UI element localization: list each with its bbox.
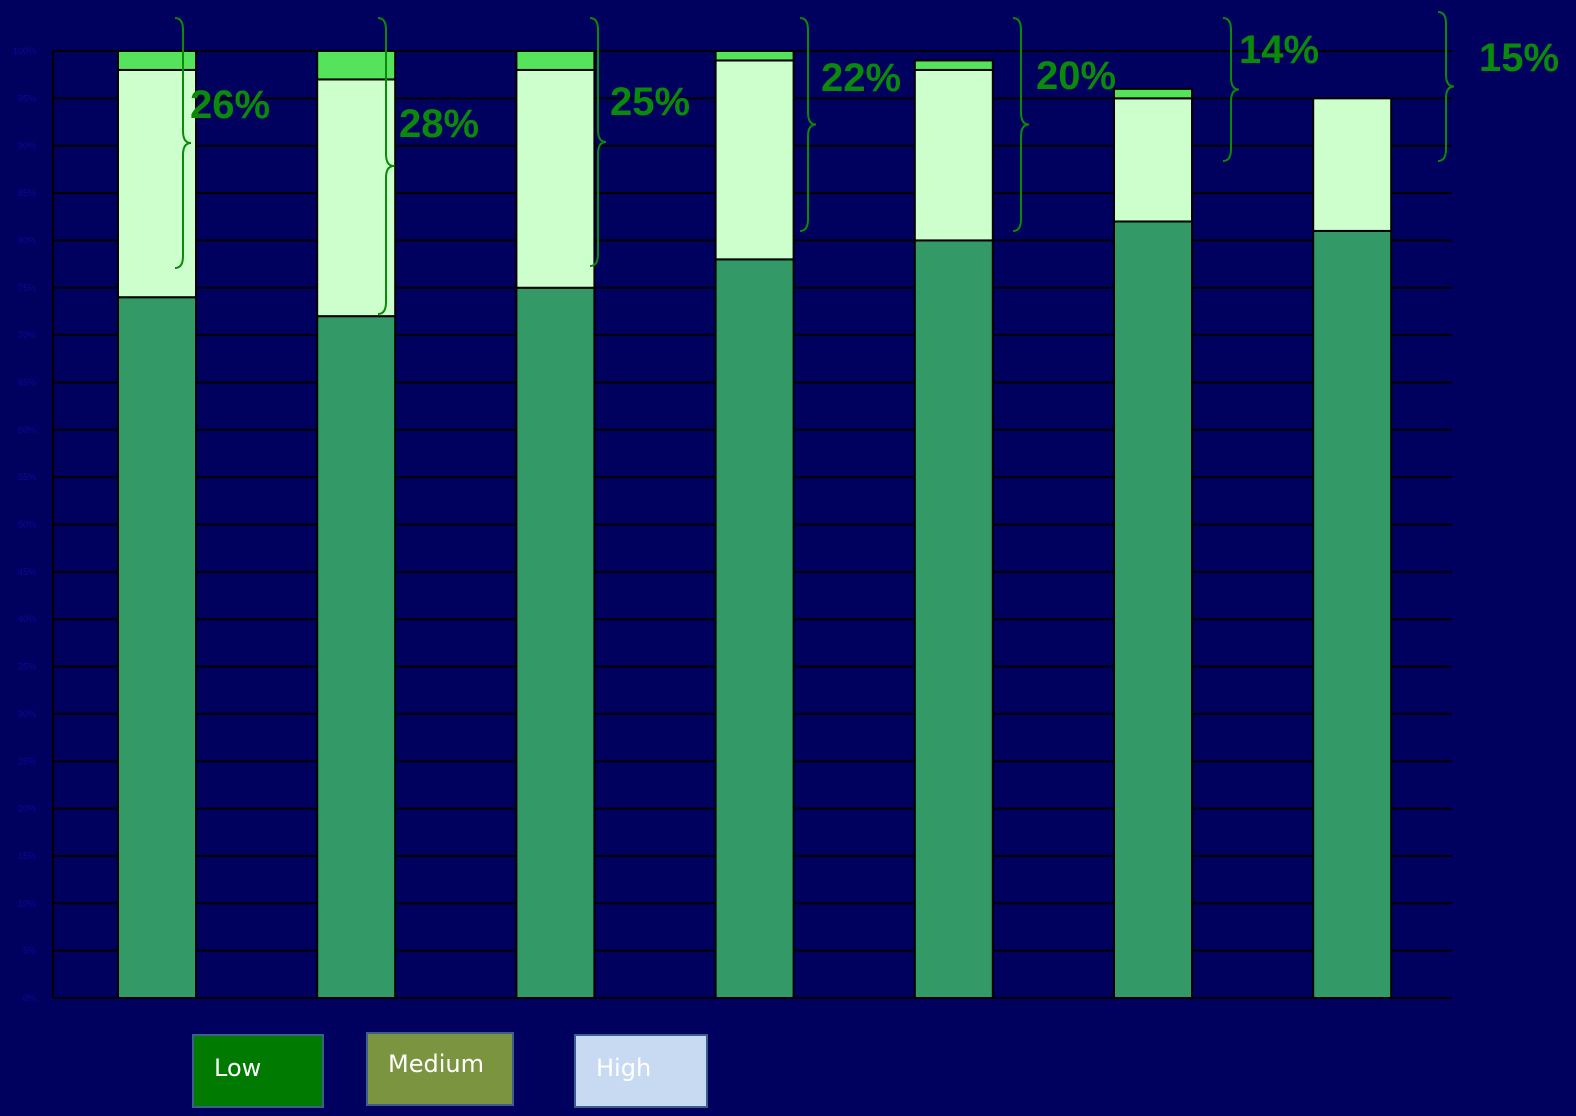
bar-segment-2 <box>117 50 197 71</box>
brace-annotation <box>1222 17 1240 162</box>
bar-segment-2 <box>316 50 397 81</box>
bar-segment-0 <box>1113 220 1193 999</box>
percent-annotation: 26% <box>190 83 270 127</box>
bar-segment-0 <box>117 296 197 1000</box>
y-tick-label: 30% <box>18 709 36 719</box>
bar-segment-0 <box>913 239 994 999</box>
legend-high: High <box>574 1034 708 1108</box>
x-tick-label: 1 <box>349 1020 365 1048</box>
bar-segment-2 <box>714 50 795 62</box>
brace-annotation <box>377 17 395 315</box>
bar-segment-1 <box>714 59 795 261</box>
y-tick-label: 50% <box>18 520 36 530</box>
x-tick-label: 6 and <box>1346 1020 1415 1048</box>
y-tick-label: 70% <box>18 330 36 340</box>
x-tick-label-continuation: more <box>12 1056 75 1084</box>
x-tick-label: 3 <box>783 1020 799 1048</box>
y-tick-label: 20% <box>18 804 36 814</box>
brace-annotation <box>1437 11 1455 162</box>
bar-segment-0 <box>714 258 795 999</box>
x-tick-label: 4 <box>984 1020 1000 1048</box>
y-tick-label: 100% <box>13 46 36 56</box>
bar-segment-2 <box>515 50 596 71</box>
bar-segment-1 <box>117 68 197 299</box>
y-tick-label: 75% <box>18 283 36 293</box>
y-tick-label: 40% <box>18 614 36 624</box>
y-tick-label: 95% <box>18 93 36 103</box>
y-tick-label: 55% <box>18 472 36 482</box>
legend-low-label: Low <box>214 1054 262 1082</box>
percent-annotation: 25% <box>610 80 690 124</box>
brace-annotation <box>1012 17 1030 232</box>
y-tick-label: 45% <box>18 567 36 577</box>
legend-high-label: High <box>596 1054 652 1082</box>
bar-segment-2 <box>913 59 994 71</box>
y-tick-label: 60% <box>18 425 36 435</box>
percent-annotation: 15% <box>1479 36 1559 80</box>
y-tick-label: 15% <box>18 851 36 861</box>
y-tick-label: 5% <box>23 946 36 956</box>
bar-segment-1 <box>515 68 596 289</box>
x-tick-label: 5 <box>1193 1020 1209 1048</box>
legend-low: Low <box>192 1034 324 1108</box>
y-tick-label: 25% <box>18 756 36 766</box>
y-tick-label: 35% <box>18 662 36 672</box>
bar-segment-1 <box>913 68 994 242</box>
y-tick-label: 10% <box>18 898 36 908</box>
percent-annotation: 20% <box>1036 54 1116 98</box>
bar-segment-2 <box>1113 87 1193 100</box>
bar-segment-1 <box>1312 97 1393 232</box>
bar-segment-1 <box>1113 97 1193 223</box>
y-tick-label: 85% <box>18 188 36 198</box>
bar-segment-0 <box>1312 229 1393 999</box>
brace-annotation <box>174 17 192 269</box>
x-tick-label: 0 <box>90 1020 106 1048</box>
y-tick-label: 80% <box>18 235 36 245</box>
y-tick-label: 90% <box>18 141 36 151</box>
bar-segment-0 <box>316 315 397 1000</box>
bar-segment-1 <box>316 78 397 318</box>
bar-segment-0 <box>515 286 596 999</box>
percent-annotation: 14% <box>1239 28 1319 72</box>
brace-annotation <box>589 17 607 267</box>
brace-annotation <box>799 17 817 232</box>
legend-medium-label: Medium <box>388 1050 484 1078</box>
y-tick-label: 0% <box>23 993 36 1003</box>
percent-annotation: 28% <box>399 102 479 146</box>
legend-medium: Medium <box>366 1032 514 1106</box>
percent-annotation: 22% <box>821 56 901 100</box>
y-tick-label: 65% <box>18 377 36 387</box>
